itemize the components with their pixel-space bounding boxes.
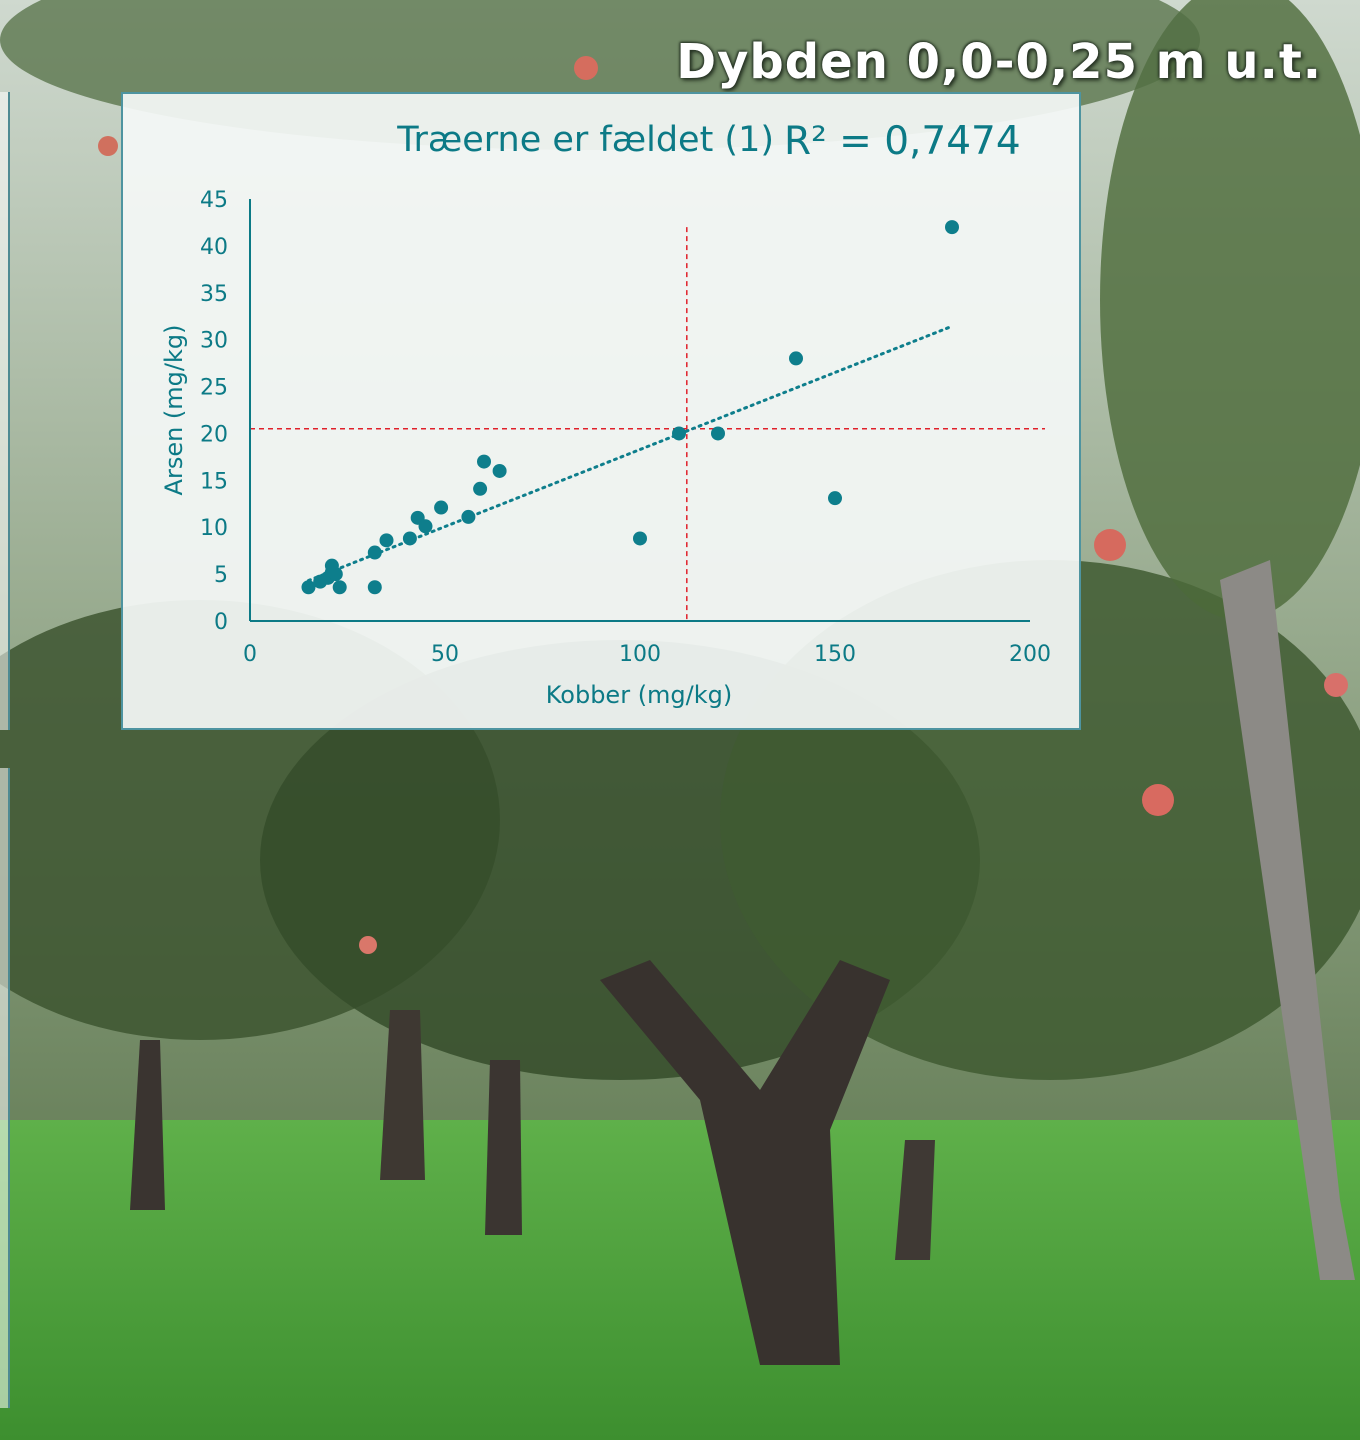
x-tick-label: 0 xyxy=(243,642,257,667)
data-point xyxy=(672,426,686,441)
data-point xyxy=(379,533,394,548)
data-point xyxy=(301,580,316,595)
tick-labels: 0 50 100 150 200 0 5 10 15 20 25 30 35 40 45 xyxy=(200,188,1051,667)
y-tick-label: 10 xyxy=(200,516,228,541)
y-tick-label: 20 xyxy=(200,422,228,447)
y-tick-label: 0 xyxy=(214,610,228,635)
y-tick-label: 5 xyxy=(214,563,228,588)
y-tick-label: 35 xyxy=(200,282,228,307)
x-tick-label: 200 xyxy=(1009,642,1051,667)
x-tick-label: 150 xyxy=(814,642,856,667)
chart-card: 0 50 100 150 200 0 5 10 15 20 25 30 35 40 45 Træerne e… xyxy=(121,92,1081,730)
data-point xyxy=(367,580,382,595)
data-point xyxy=(789,351,803,366)
data-point xyxy=(473,481,488,496)
left-panel-edge-bottom xyxy=(0,768,10,1408)
y-axis-label: Arsen (mg/kg) xyxy=(160,325,188,496)
data-point xyxy=(418,519,433,534)
x-axis-label: Kobber (mg/kg) xyxy=(546,681,733,709)
data-points xyxy=(301,220,959,595)
data-point xyxy=(332,580,347,595)
axes xyxy=(249,199,1030,622)
threshold-lines xyxy=(250,227,1045,621)
data-point xyxy=(328,567,343,582)
y-tick-label: 30 xyxy=(200,329,228,354)
y-tick-label: 15 xyxy=(200,469,228,494)
data-point xyxy=(402,531,417,546)
x-tick-label: 100 xyxy=(619,642,661,667)
data-point xyxy=(828,491,842,506)
y-tick-label: 25 xyxy=(200,376,228,401)
y-tick-label: 40 xyxy=(200,235,228,260)
data-point xyxy=(434,500,449,515)
data-point xyxy=(492,463,507,478)
data-point xyxy=(477,454,491,469)
x-tick-label: 50 xyxy=(431,642,459,667)
slide-title: Dybden 0,0-0,25 m u.t. xyxy=(676,34,1322,90)
data-point xyxy=(945,220,959,235)
data-point xyxy=(461,509,476,524)
chart-title: Træerne er fældet (1) xyxy=(396,120,774,160)
y-tick-label: 45 xyxy=(200,188,228,213)
r-squared-label: R² = 0,7474 xyxy=(784,119,1021,164)
data-point xyxy=(367,545,382,560)
left-panel-edge-top xyxy=(0,92,10,730)
scatter-chart: 0 50 100 150 200 0 5 10 15 20 25 30 35 40 45 Træerne e… xyxy=(160,119,1051,709)
data-point xyxy=(711,426,725,441)
data-point xyxy=(633,531,647,546)
